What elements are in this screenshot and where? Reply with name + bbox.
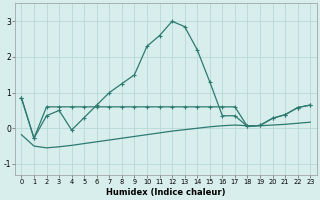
X-axis label: Humidex (Indice chaleur): Humidex (Indice chaleur): [106, 188, 226, 197]
